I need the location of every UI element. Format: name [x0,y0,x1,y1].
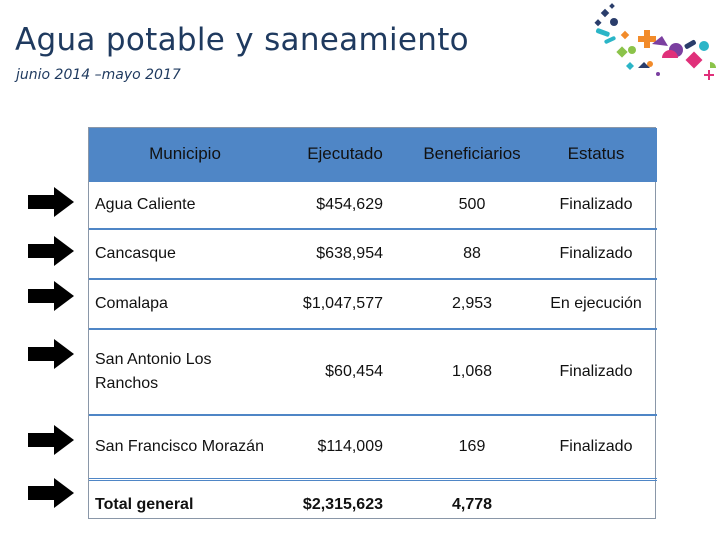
cell-total-ejecutado: $2,315,623 [281,478,409,529]
arrow-right-icon [28,478,74,508]
cell-beneficiarios: 2,953 [409,278,535,329]
table-row: Agua Caliente $454,629 500 Finalizado [89,180,657,229]
page-title: Agua potable y saneamiento [15,22,469,58]
cell-municipio: Cancasque [89,228,281,279]
arrow-right-icon [28,281,74,311]
column-header-ejecutado: Ejecutado [281,128,409,181]
cell-municipio: Agua Caliente [89,180,281,229]
cell-estatus: Finalizado [535,414,657,480]
cell-total-estatus [535,478,657,529]
column-header-beneficiarios: Beneficiarios [409,128,535,181]
arrow-right-icon [28,187,74,217]
cell-total-beneficiarios: 4,778 [409,478,535,529]
cell-beneficiarios: 1,068 [409,328,535,415]
cell-municipio: San Antonio Los Ranchos [89,328,281,415]
arrow-right-icon [28,425,74,455]
cell-ejecutado: $114,009 [281,414,409,480]
column-header-municipio: Municipio [89,128,281,181]
arrow-right-icon [28,339,74,369]
table-header-row: Municipio Ejecutado Beneficiarios Estatu… [89,128,657,181]
cell-estatus: Finalizado [535,180,657,229]
table-row: Cancasque $638,954 88 Finalizado [89,228,657,279]
cell-estatus: En ejecución [535,278,657,329]
cell-municipio: San Francisco Morazán [89,414,281,480]
cell-estatus: Finalizado [535,328,657,415]
table-row: San Antonio Los Ranchos $60,454 1,068 Fi… [89,328,657,415]
table-row: Comalapa $1,047,577 2,953 En ejecución [89,278,657,329]
data-table: Municipio Ejecutado Beneficiarios Estatu… [88,127,657,529]
cell-beneficiarios: 500 [409,180,535,229]
cell-ejecutado: $454,629 [281,180,409,229]
table-total-row: Total general $2,315,623 4,778 [89,478,657,529]
page-subtitle: junio 2014 –mayo 2017 [16,67,181,83]
cell-ejecutado: $1,047,577 [281,278,409,329]
cell-ejecutado: $638,954 [281,228,409,279]
logo-confetti-icon [594,3,716,80]
cell-municipio: Comalapa [89,278,281,329]
column-header-estatus: Estatus [535,128,657,181]
cell-ejecutado: $60,454 [281,328,409,415]
table-row: San Francisco Morazán $114,009 169 Final… [89,414,657,480]
cell-total-label: Total general [89,478,281,529]
cell-beneficiarios: 88 [409,228,535,279]
cell-estatus: Finalizado [535,228,657,279]
cell-beneficiarios: 169 [409,414,535,480]
arrow-right-icon [28,236,74,266]
